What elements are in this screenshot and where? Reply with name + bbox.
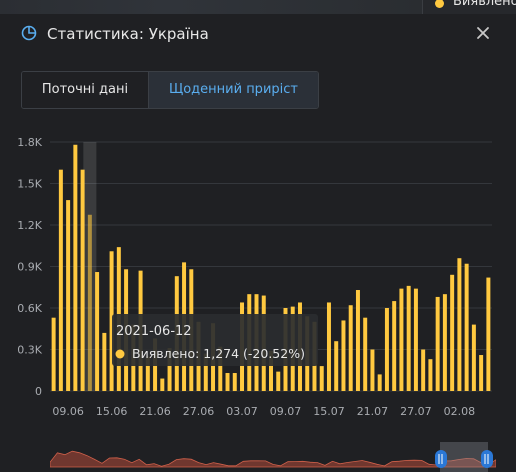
bar[interactable] (218, 346, 223, 391)
bar[interactable] (348, 305, 353, 391)
bar[interactable] (145, 356, 150, 391)
x-tick-label: 09.07 (270, 405, 302, 418)
tooltip-box (112, 314, 318, 366)
bar[interactable] (406, 285, 411, 391)
bar[interactable] (334, 341, 339, 391)
bar[interactable] (73, 144, 78, 391)
y-tick-label: 0 (35, 385, 42, 398)
navigator-left-handle[interactable] (435, 450, 447, 468)
bar[interactable] (232, 373, 237, 391)
bar[interactable] (450, 274, 455, 391)
bar[interactable] (442, 294, 447, 391)
tooltip-dot-icon (115, 349, 125, 359)
map-legend-label: Виявлено (453, 0, 516, 9)
bar[interactable] (58, 169, 63, 391)
bar[interactable] (225, 373, 230, 391)
background-map-strip: Виявлено (0, 0, 516, 14)
bar[interactable] (203, 353, 208, 391)
tab-daily-growth[interactable]: Щоденний приріст (149, 72, 318, 108)
tab-current-data[interactable]: Поточні дані (22, 72, 149, 108)
bar[interactable] (87, 214, 92, 391)
y-tick-label: 1.5K (17, 178, 42, 191)
range-navigator[interactable] (50, 438, 496, 472)
bar[interactable] (428, 359, 433, 391)
bar[interactable] (160, 378, 165, 391)
bar[interactable] (471, 324, 476, 391)
panel-title: Статистика: Україна (47, 25, 209, 43)
y-tick-label: 0.9K (17, 261, 42, 274)
x-tick-label: 21.07 (357, 405, 389, 418)
bar[interactable] (341, 320, 346, 391)
bar[interactable] (421, 349, 426, 392)
bar[interactable] (319, 366, 324, 391)
bar[interactable] (51, 317, 56, 391)
tooltip-value: Виявлено: 1,274 (-20.52%) (132, 346, 305, 361)
navigator-selection[interactable] (440, 442, 488, 472)
x-tick-label: 03.07 (226, 405, 258, 418)
y-tick-label: 0.6K (17, 302, 42, 315)
pie-chart-icon (21, 25, 37, 41)
bar[interactable] (435, 296, 440, 391)
tooltip-date: 2021-06-12 (116, 324, 192, 339)
bar[interactable] (109, 251, 114, 391)
bar[interactable] (413, 288, 418, 391)
statistics-panel: Статистика: Україна Поточні дані Щоденни… (0, 14, 516, 472)
x-tick-label: 09.06 (52, 405, 84, 418)
x-tick-label: 21.06 (139, 405, 171, 418)
bar[interactable] (370, 349, 375, 392)
bar[interactable] (479, 355, 484, 391)
bar[interactable] (384, 308, 389, 391)
view-tabs: Поточні дані Щоденний приріст (21, 71, 319, 109)
bar[interactable] (464, 263, 469, 391)
bar[interactable] (355, 290, 360, 391)
bar[interactable] (363, 317, 368, 391)
bar[interactable] (269, 350, 273, 391)
y-tick-label: 1.2K (17, 219, 42, 232)
bar[interactable] (276, 371, 281, 391)
bar[interactable] (392, 301, 397, 391)
x-tick-label: 02.08 (444, 405, 476, 418)
y-tick-label: 1.8K (17, 136, 42, 149)
bar[interactable] (102, 332, 107, 391)
bar[interactable] (326, 302, 331, 391)
bar[interactable] (66, 200, 71, 391)
x-tick-label: 15.06 (96, 405, 128, 418)
legend-dot-icon (435, 0, 444, 8)
bar[interactable] (95, 272, 100, 391)
panel-header: Статистика: Україна (0, 14, 516, 56)
bar[interactable] (377, 374, 382, 391)
x-tick-label: 15.07 (313, 405, 345, 418)
x-tick-label: 27.06 (183, 405, 215, 418)
map-legend-chip[interactable]: Виявлено (422, 0, 516, 14)
bar[interactable] (399, 288, 404, 391)
map-background (0, 0, 420, 14)
bar[interactable] (457, 258, 462, 391)
navigator-right-handle[interactable] (481, 450, 493, 468)
bar[interactable] (80, 169, 85, 391)
x-tick-label: 27.07 (400, 405, 432, 418)
bar[interactable] (167, 348, 172, 391)
bar[interactable] (486, 277, 491, 391)
y-tick-label: 0.3K (17, 344, 42, 357)
daily-growth-chart[interactable]: 0 0.3K 0.6K 0.9K 1.2K 1.5K 1.8K 09.06 15.06 21.06… (0, 124, 516, 436)
navigator-area (50, 450, 496, 468)
close-icon[interactable] (474, 24, 492, 42)
